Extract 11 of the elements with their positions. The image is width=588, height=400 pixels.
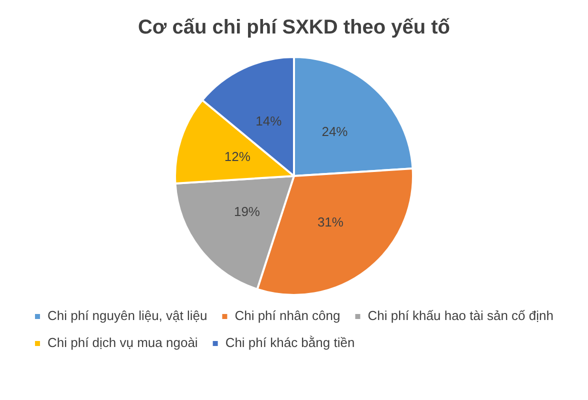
legend-label: Chi phí nguyên liệu, vật liệu [48, 308, 208, 324]
data-label: 14% [256, 114, 282, 129]
legend-label: Chi phí khác bằng tiền [225, 335, 355, 350]
data-label: 19% [234, 204, 260, 220]
legend-label: Chi phí dịch vụ mua ngoài [48, 335, 198, 350]
legend-label: Chi phí khấu hao tài sản cố định [368, 308, 554, 324]
chart-title: Cơ cấu chi phí SXKD theo yếu tố [138, 16, 450, 39]
data-label: 24% [322, 124, 348, 140]
data-label: 31% [317, 214, 344, 230]
data-label: 12% [224, 149, 251, 164]
legend-label: Chi phí nhân công [234, 308, 340, 324]
